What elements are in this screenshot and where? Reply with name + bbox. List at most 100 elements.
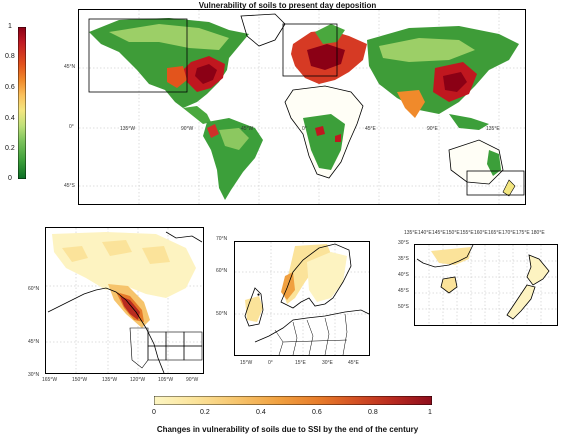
na-lon-tick-120w: 120°W xyxy=(130,377,146,383)
na-lon-tick-165w: 165°W xyxy=(42,377,58,383)
mainland-europe-coast xyxy=(254,309,369,343)
world-lat-tick-0: 0° xyxy=(69,124,74,130)
na-lat-tick-60n: 60°N xyxy=(28,286,40,292)
bottom-tick-0-4: 0.4 xyxy=(256,409,266,416)
nz-lat-tick-40s: 40°S xyxy=(398,272,409,278)
inset-europe-map: ● xyxy=(234,241,370,356)
world-lon-tick-45e: 45°E xyxy=(365,126,376,132)
nz-lon-tick-155e: 155°E xyxy=(460,230,474,236)
nz-lon-tick-160e: 160°E xyxy=(474,230,488,236)
inset-box-europe xyxy=(282,23,338,77)
na-lon-tick-90w: 90°W xyxy=(186,377,199,383)
world-lon-tick-90w: 90°W xyxy=(181,126,194,132)
nz-lon-tick-150e: 150°E xyxy=(446,230,460,236)
nz-lon-tick-175e: 175°E xyxy=(516,230,530,236)
nz-lon-tick-135e: 135°E xyxy=(404,230,418,236)
world-lon-tick-135e: 135°E xyxy=(486,126,500,132)
na-inset-coastline xyxy=(47,287,165,373)
africa-red-spots xyxy=(315,126,341,142)
world-map-canvas xyxy=(79,10,525,204)
us-state-borders xyxy=(129,327,203,369)
australia-east-green xyxy=(487,150,501,176)
colorbar-tick-0-2: 0.2 xyxy=(5,145,15,152)
india-landmass xyxy=(397,90,425,118)
main-colorbar-gradient xyxy=(18,27,26,179)
main-colorbar xyxy=(18,27,26,179)
world-lon-tick-135w: 135°W xyxy=(120,126,136,132)
eu-lat-tick-60n: 60°N xyxy=(216,268,228,274)
se-australia-yellow xyxy=(431,247,471,265)
na-inset-coast-east xyxy=(165,231,203,243)
nz-south-island xyxy=(506,284,536,320)
bottom-tick-0-8: 0.8 xyxy=(368,409,378,416)
eu-lon-tick-15w: 15°W xyxy=(240,360,253,366)
na-lat-tick-30n: 30°N xyxy=(28,372,40,378)
nz-lon-tick-180e: 180°E xyxy=(531,230,545,236)
nz-lon-tick-145e: 145°E xyxy=(432,230,446,236)
world-lon-tick-45w: 45°W xyxy=(241,126,254,132)
china-hotspot-core xyxy=(443,72,467,92)
colorbar-tick-0: 0 xyxy=(8,175,12,182)
sa-light-patch xyxy=(219,128,249,150)
na-lon-tick-150w: 150°W xyxy=(72,377,88,383)
se-asia-islands xyxy=(449,114,489,130)
na-lon-tick-105w: 105°W xyxy=(158,377,174,383)
nz-north-island xyxy=(526,254,550,286)
nz-lon-tick-165e: 165°E xyxy=(488,230,502,236)
sa-red-patch xyxy=(207,124,219,138)
se-australia-coast xyxy=(416,245,474,268)
nz-lat-tick-30s: 30°S xyxy=(398,240,409,246)
bottom-colorbar-label: Changes in vulnerability of soils due to… xyxy=(156,425,419,434)
eu-lat-tick-70n: 70°N xyxy=(216,236,228,242)
colorbar-tick-0-4: 0.4 xyxy=(5,115,15,122)
bottom-tick-0-2: 0.2 xyxy=(200,409,210,416)
asia-steppe-light xyxy=(379,38,475,62)
nz-lon-tick-140e: 140°E xyxy=(418,230,432,236)
uk-coast xyxy=(244,287,264,327)
nz-lon-tick-170e: 170°E xyxy=(502,230,516,236)
european-borders xyxy=(274,313,348,355)
bottom-colorbar-gradient xyxy=(154,396,432,405)
inset-box-australia-nz xyxy=(466,170,525,196)
nz-lat-tick-35s: 35°S xyxy=(398,256,409,262)
bottom-tick-0-6: 0.6 xyxy=(312,409,322,416)
na-central-orange xyxy=(167,66,187,88)
world-lat-tick-45n: 45°N xyxy=(64,64,76,70)
nz-lat-tick-50s: 50°S xyxy=(398,304,409,310)
inset-nz-canvas xyxy=(415,245,557,325)
bottom-colorbar xyxy=(154,396,432,405)
inset-north-america-map xyxy=(45,227,204,374)
na-lat-tick-45n: 45°N xyxy=(28,339,40,345)
na-inset-pale-spots xyxy=(62,240,170,264)
colorbar-tick-0-6: 0.6 xyxy=(5,84,15,91)
nz-landmass xyxy=(502,179,516,197)
tasmania-island xyxy=(440,276,458,294)
eu-lon-tick-45e: 45°E xyxy=(348,360,359,366)
na-eastern-hotspot-core xyxy=(195,64,217,84)
world-lon-tick-0: 0° xyxy=(302,126,307,132)
bottom-tick-1: 1 xyxy=(428,409,432,416)
greenland-landmass xyxy=(240,13,286,47)
bottom-tick-0: 0 xyxy=(152,409,156,416)
world-lat-tick-45s: 45°S xyxy=(64,183,75,189)
eu-lat-tick-50n: 50°N xyxy=(216,311,228,317)
world-lon-tick-90e: 90°E xyxy=(427,126,438,132)
inset-australia-nz-map xyxy=(414,244,558,326)
nz-lat-tick-45s: 45°S xyxy=(398,288,409,294)
iceland-label: ● xyxy=(257,292,260,298)
scandinavia-green xyxy=(315,24,345,44)
eu-lon-tick-30e: 30°E xyxy=(322,360,333,366)
na-lon-tick-135w: 135°W xyxy=(102,377,118,383)
europe-core xyxy=(307,44,345,70)
scandinavia-coast xyxy=(280,243,352,309)
inset-na-canvas xyxy=(46,228,203,373)
inset-eu-canvas: ● xyxy=(235,242,369,355)
bc-coastal-gradient-core xyxy=(120,296,140,320)
eu-lon-tick-0: 0° xyxy=(268,360,273,366)
sweden-finland-pale xyxy=(307,252,347,302)
colorbar-tick-1: 1 xyxy=(8,23,12,30)
central-america-landmass xyxy=(183,106,211,124)
na-boreal-light xyxy=(109,24,229,50)
africa-green-belt xyxy=(303,114,345,170)
world-map xyxy=(78,9,526,205)
